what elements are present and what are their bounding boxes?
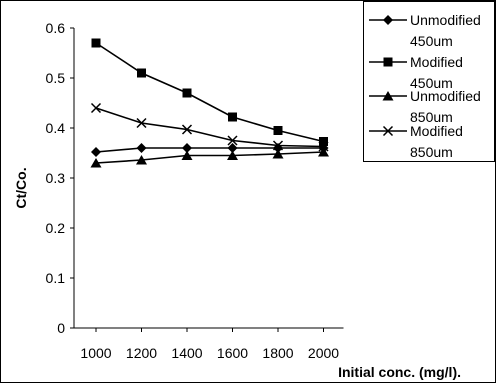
y-axis-title: Ct/Co. <box>13 167 29 208</box>
data-point <box>136 155 147 165</box>
legend-marker <box>382 125 394 137</box>
legend-label: Unmodified <box>410 88 481 104</box>
legend-marker <box>383 15 393 25</box>
data-point <box>136 117 147 129</box>
data-point <box>227 143 238 153</box>
y-tick-label: 0.5 <box>46 70 66 86</box>
data-point <box>90 158 102 168</box>
legend-label: Unmodified <box>410 12 481 28</box>
data-point <box>91 147 101 157</box>
y-tick-label: 0.4 <box>46 120 66 136</box>
data-point <box>228 112 237 122</box>
legend-marker <box>382 91 394 101</box>
data-point <box>227 135 238 146</box>
x-tick-label: 1800 <box>262 345 293 361</box>
y-tick-label: 0.2 <box>46 220 66 236</box>
data-point <box>272 140 284 151</box>
x-tick-label: 1400 <box>171 345 202 361</box>
data-point <box>319 137 328 146</box>
x-tick-label: 1000 <box>80 345 111 361</box>
data-point <box>273 126 283 135</box>
legend-label: 850um <box>410 144 453 160</box>
x-tick-label: 1200 <box>126 345 157 361</box>
legend-marker <box>383 57 393 67</box>
data-point <box>137 68 146 78</box>
legend-box <box>363 1 495 162</box>
x-tick-label: 2000 <box>308 345 339 361</box>
series-line <box>95 147 324 153</box>
y-tick-label: 0.6 <box>46 20 66 36</box>
data-point <box>318 141 329 152</box>
series-line <box>95 42 324 143</box>
y-tick-label: 0 <box>57 320 65 336</box>
y-tick-label: 0.3 <box>46 170 66 186</box>
legend-label: Modified <box>410 54 463 70</box>
x-tick-label: 1600 <box>217 345 248 361</box>
data-point <box>318 147 329 157</box>
legend-label: 450um <box>410 33 453 49</box>
legend-label: Modified <box>410 123 463 139</box>
data-point <box>90 102 102 114</box>
legend-label: 450um <box>410 75 453 91</box>
data-point <box>181 150 193 160</box>
data-point <box>227 150 238 160</box>
y-tick-label: 0.1 <box>46 270 66 286</box>
data-point <box>182 88 192 98</box>
x-axis-title: Initial conc. (mg/l). <box>338 364 461 380</box>
data-point <box>272 149 284 159</box>
series-line <box>95 151 324 164</box>
legend-label: 850um <box>410 109 453 125</box>
data-point <box>182 143 192 153</box>
data-point <box>136 143 147 153</box>
data-point <box>91 38 101 48</box>
series-line <box>95 107 324 148</box>
data-point <box>181 124 193 135</box>
